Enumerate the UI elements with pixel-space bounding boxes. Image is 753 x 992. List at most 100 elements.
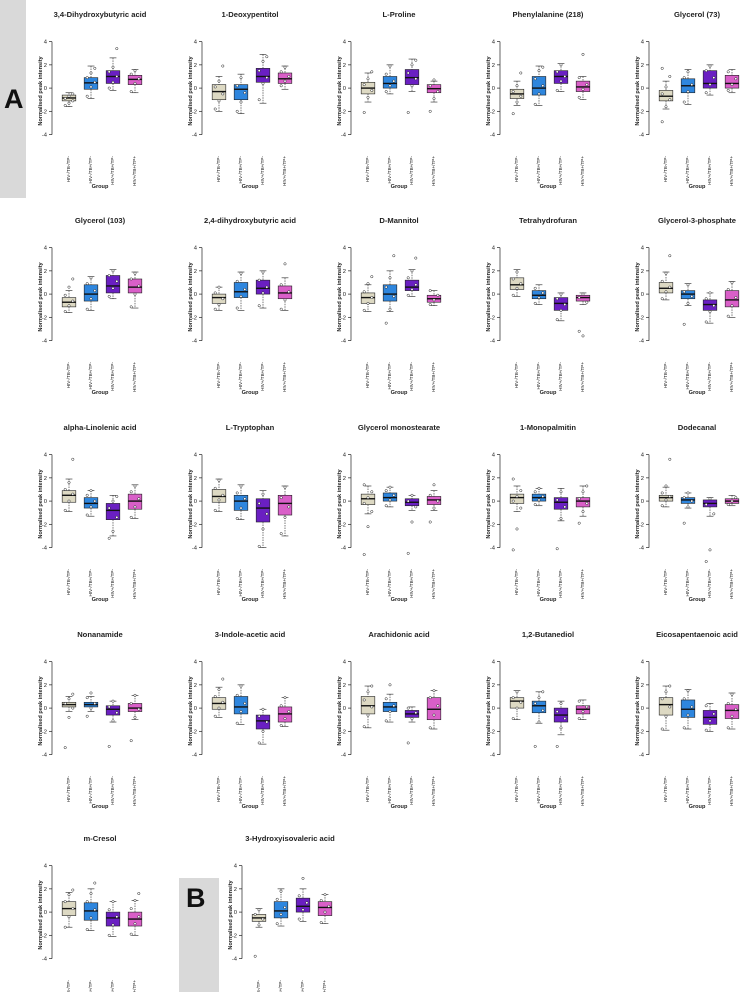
box-group (702, 64, 718, 96)
box-group (382, 64, 398, 95)
chart-title: 3-Hydroxyisovaleric acid (245, 834, 335, 843)
y-tick-label: 4 (194, 660, 198, 666)
x-axis-label: Group (242, 390, 259, 396)
data-point (406, 551, 410, 555)
y-tick-label: 0 (492, 706, 495, 712)
box-group (211, 64, 227, 112)
data-point (704, 704, 708, 708)
data-point (217, 285, 221, 289)
y-tick-label: -2 (341, 522, 346, 528)
x-tick-label: HIV-/TB-/TP- (216, 362, 221, 389)
data-point (511, 499, 515, 503)
x-tick-label: HIV-/TB+/TP- (685, 362, 690, 390)
data-point (682, 100, 686, 104)
x-tick-label: HIV-/TB-/TP- (365, 362, 370, 389)
x-tick-label: HIV-/TB-/TP- (66, 156, 71, 183)
data-point (133, 271, 137, 275)
data-point (585, 501, 589, 505)
y-tick-label: 0 (44, 706, 47, 712)
y-tick-label: 2 (641, 683, 644, 689)
data-point (63, 508, 67, 512)
data-point (708, 291, 712, 295)
data-point (107, 274, 111, 277)
data-point (67, 101, 71, 105)
data-point (213, 307, 217, 311)
y-tick-label: 0 (492, 86, 495, 92)
data-point (111, 529, 115, 533)
data-point (93, 499, 97, 503)
boxplot-8: Tetrahydrofuran Normalised peak intensity… (486, 216, 591, 396)
x-tick-label: HIV+/TB+/TP+ (431, 362, 436, 392)
y-tick-label: -4 (490, 133, 496, 139)
x-tick-label: HIV+/TB+/TP+ (132, 156, 137, 186)
data-point (235, 721, 239, 725)
data-point (93, 881, 97, 885)
data-point (730, 83, 734, 87)
data-point (392, 294, 396, 298)
x-tick-label: HIV-/TB+/TP- (387, 362, 392, 390)
data-point (432, 483, 436, 487)
data-point (287, 505, 291, 509)
data-point (67, 285, 71, 289)
data-point (235, 517, 239, 520)
data-point (726, 314, 730, 318)
box-group (553, 488, 569, 551)
y-tick-label: 2 (44, 269, 47, 275)
data-point (726, 88, 730, 92)
boxplot-0: 3,4-Dihydroxybutyric acid Normalised peak… (38, 10, 147, 190)
data-point (366, 301, 370, 305)
data-point (734, 296, 738, 300)
data-point (577, 497, 581, 501)
data-point (660, 297, 664, 301)
y-axis-label: Normalised peak intensity (38, 879, 44, 949)
y-tick-label: 0 (343, 499, 346, 505)
data-point (708, 497, 712, 501)
box-group (658, 684, 674, 731)
y-tick-label: -4 (42, 339, 48, 345)
y-tick-label: 2 (44, 476, 47, 482)
data-point (362, 553, 366, 556)
data-point (85, 900, 89, 904)
y-tick-label: 0 (194, 292, 197, 298)
x-tick-label: HIV+/TB+/TP- (558, 776, 563, 805)
iqr-box (105, 275, 121, 294)
data-point (664, 690, 668, 694)
data-point (221, 64, 225, 68)
data-point (287, 290, 291, 294)
data-point (410, 287, 414, 291)
y-tick-label: -2 (192, 109, 197, 115)
data-point (283, 515, 287, 519)
data-point (559, 490, 563, 494)
data-point (257, 69, 261, 73)
y-tick-label: 0 (194, 706, 197, 712)
chart-title: m-Cresol (84, 834, 117, 843)
data-point (63, 900, 67, 904)
data-point (111, 719, 115, 723)
y-tick-label: 0 (343, 706, 346, 712)
x-tick-label: HIV-/TB-/TP- (365, 569, 370, 596)
data-point (414, 283, 418, 287)
box-group (404, 58, 420, 114)
data-point (301, 908, 305, 912)
data-point (89, 892, 93, 895)
data-point (555, 297, 559, 301)
data-point (428, 726, 432, 730)
y-tick-label: -4 (490, 546, 496, 552)
box-group (83, 65, 99, 99)
x-tick-label: HIV-/TB+/TP- (536, 776, 541, 804)
data-point (690, 294, 694, 298)
x-tick-label: HIV+/TB+/TP- (558, 362, 563, 391)
data-point (432, 78, 436, 82)
data-point (279, 84, 283, 88)
data-point (708, 719, 712, 723)
x-tick-label: HIV+/TB+/TP- (260, 569, 265, 598)
data-point (71, 706, 75, 710)
data-point (239, 484, 243, 488)
x-tick-label: HIV-/TB-/TP- (514, 569, 519, 596)
data-point (668, 684, 672, 688)
data-point (537, 486, 541, 490)
y-tick-label: -2 (341, 729, 346, 735)
y-tick-label: 0 (641, 706, 644, 712)
data-point (668, 254, 672, 258)
data-point (137, 77, 141, 81)
